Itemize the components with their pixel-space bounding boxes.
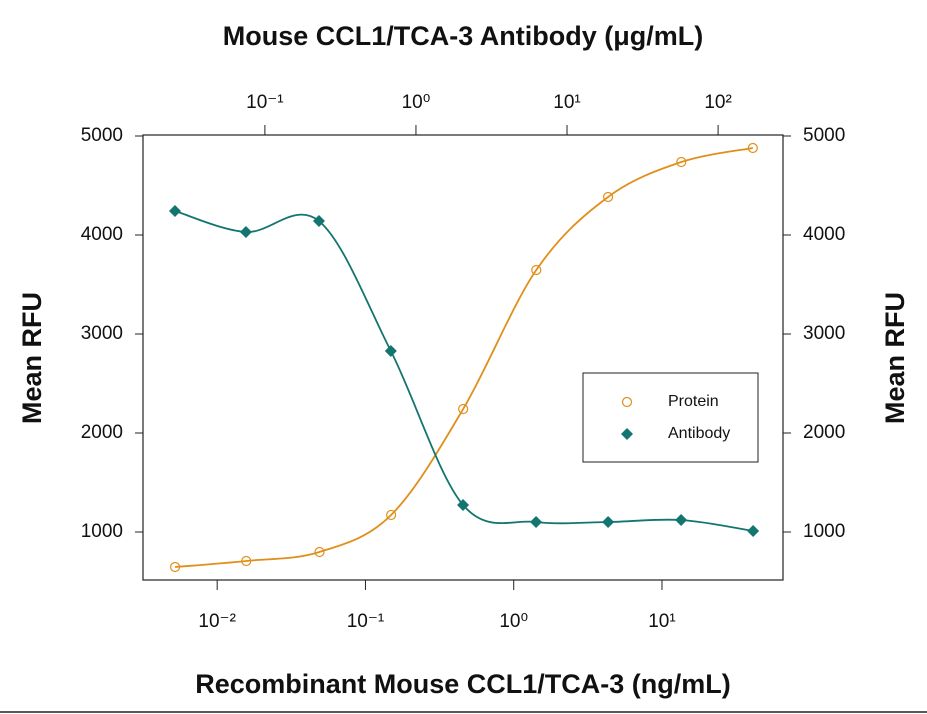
fit-curve — [174, 147, 754, 568]
legend-marker — [621, 396, 633, 408]
x2-tick-label: 10⁰ — [402, 92, 431, 113]
y2-tick-label: 5000 — [803, 125, 845, 146]
x-tick-label: 10¹ — [648, 611, 675, 632]
x2-tick-label: 10⁻¹ — [246, 92, 284, 113]
y-tick-label: 1000 — [81, 521, 123, 542]
y2-axis-label: Mean RFU — [880, 292, 910, 424]
y2-tick-label: 3000 — [803, 323, 845, 344]
fit-curve — [174, 210, 754, 532]
data-point — [676, 156, 687, 168]
y2-tick-label: 1000 — [803, 521, 845, 542]
x2-tick-label: 10¹ — [553, 92, 580, 113]
data-point — [314, 546, 325, 558]
y2-tick-label: 4000 — [803, 224, 845, 245]
data-point — [530, 515, 543, 528]
data-point — [239, 226, 252, 239]
data-point — [747, 142, 758, 154]
data-point — [169, 561, 181, 573]
x2-tick-label: 10² — [704, 92, 731, 113]
data-point — [457, 498, 470, 511]
y-tick-label: 3000 — [81, 323, 123, 344]
data-point — [675, 514, 688, 527]
legend-box — [582, 372, 759, 463]
x-tick-label: 10⁻¹ — [347, 611, 385, 632]
data-point — [602, 515, 615, 528]
data-point — [458, 403, 469, 415]
y-tick-label: 2000 — [81, 422, 123, 443]
x-tick-label: 10⁰ — [499, 611, 528, 632]
data-point — [386, 509, 397, 521]
y-tick-label: 4000 — [81, 224, 123, 245]
y-tick-label: 5000 — [81, 125, 123, 146]
x-tick-label: 10⁻² — [198, 611, 236, 632]
data-point — [531, 264, 542, 276]
x-axis-label: Recombinant Mouse CCL1/TCA-3 (ng/mL) — [195, 669, 731, 699]
data-point — [602, 191, 614, 203]
y-axis-label: Mean RFU — [17, 292, 47, 424]
chart-title: Mouse CCL1/TCA-3 Antibody (μg/mL) — [223, 21, 704, 51]
legend-label: Antibody — [668, 425, 730, 442]
data-point — [384, 345, 397, 358]
y2-tick-label: 2000 — [803, 422, 845, 443]
legend-label: Protein — [668, 393, 719, 410]
legend-marker — [621, 428, 633, 440]
plot-frame — [142, 134, 784, 581]
data-point — [312, 215, 325, 228]
data-point — [168, 205, 181, 218]
data-point — [241, 555, 252, 567]
data-point — [747, 524, 760, 537]
